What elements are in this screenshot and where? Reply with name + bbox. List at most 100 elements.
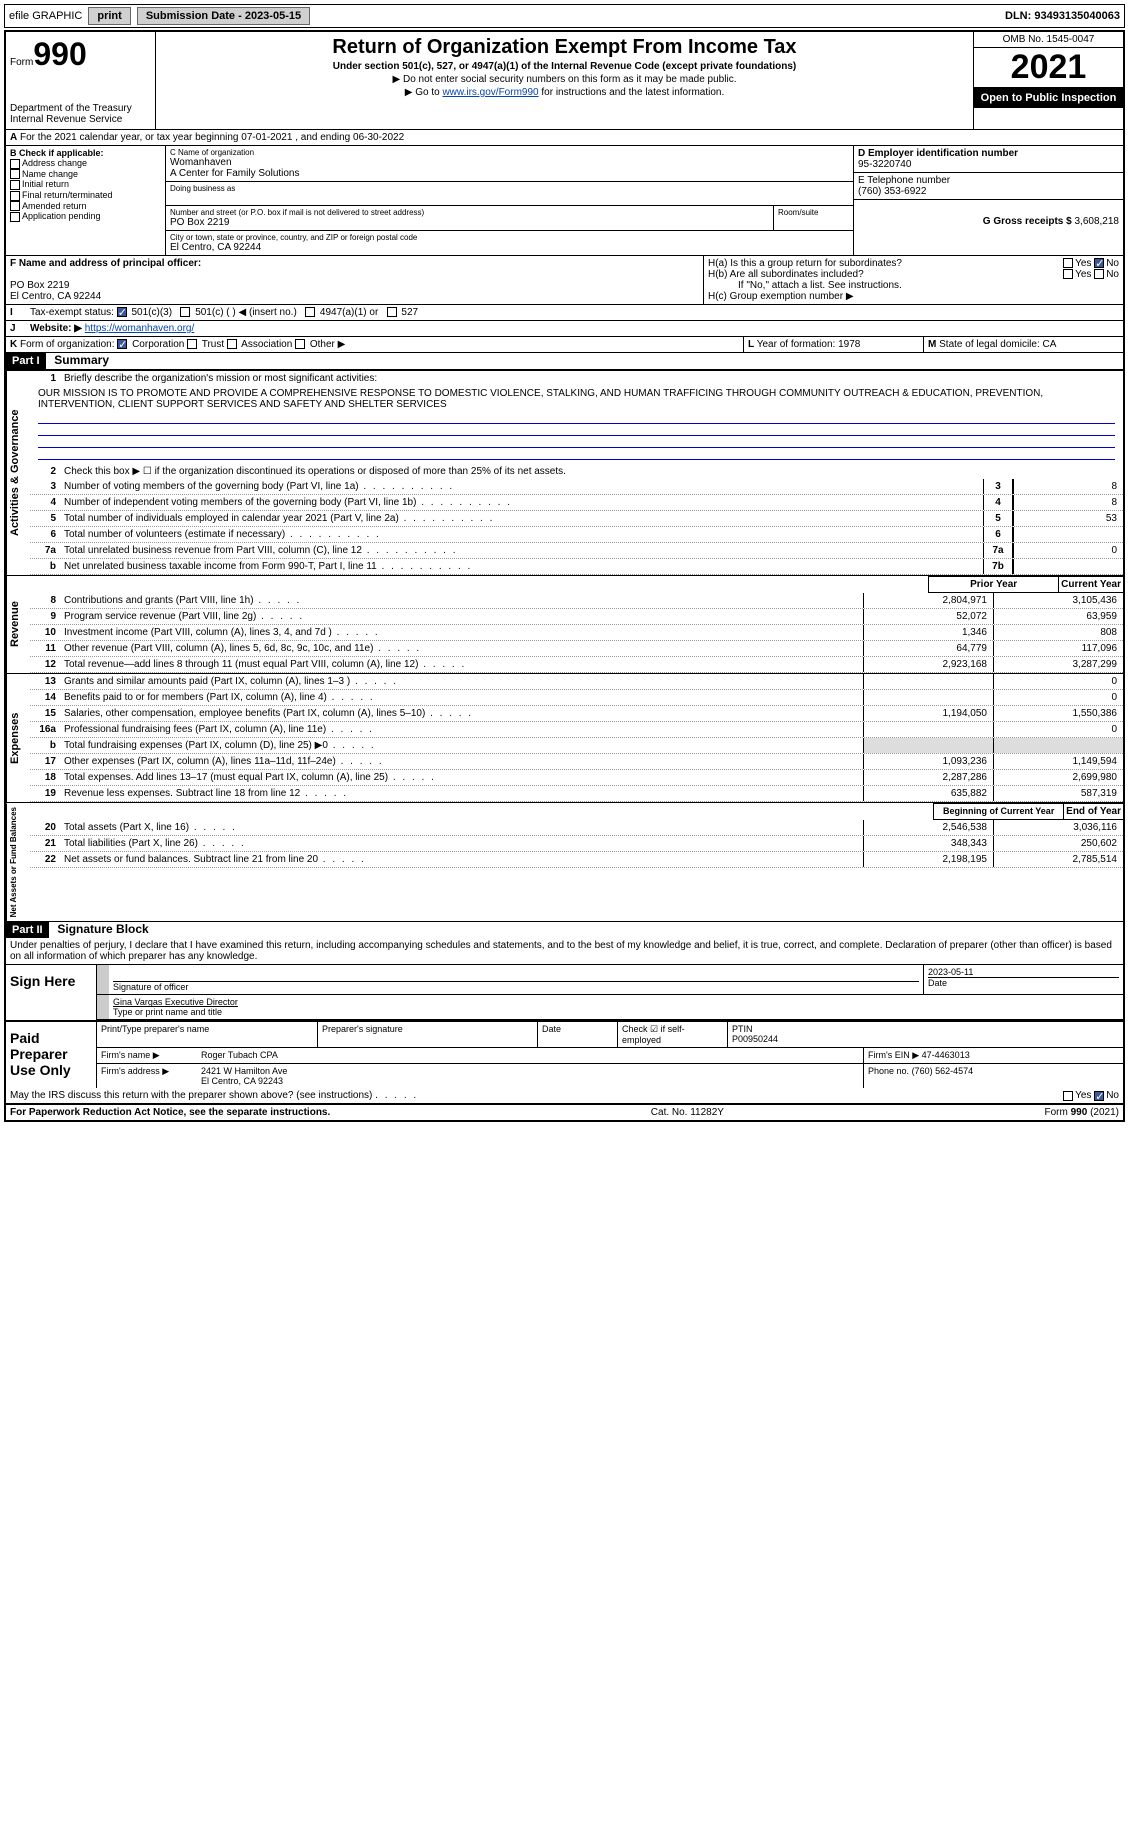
c-name-label: C Name of organization: [170, 148, 849, 157]
irs-link[interactable]: www.irs.gov/Form990: [442, 87, 538, 98]
col-b: B Check if applicable: Address change Na…: [6, 146, 166, 255]
chk-assoc[interactable]: [227, 339, 237, 349]
ein: 95-3220740: [858, 159, 911, 170]
group-activities: Activities & Governance 1 Briefly descri…: [6, 370, 1123, 575]
chk-name-change[interactable]: [10, 169, 20, 179]
vlabel-na: Net Assets or Fund Balances: [6, 803, 30, 921]
pt-name-label: Print/Type preparer's name: [97, 1022, 317, 1047]
firm-name-label: Firm's name ▶: [97, 1048, 197, 1063]
footer-right: Form 990 (2021): [1045, 1107, 1119, 1118]
summary-line: 14Benefits paid to or for members (Part …: [30, 690, 1123, 706]
summary-line: 10Investment income (Part VIII, column (…: [30, 625, 1123, 641]
may-yes[interactable]: [1063, 1091, 1073, 1101]
summary-line: 7aTotal unrelated business revenue from …: [30, 543, 1123, 559]
g-label: G Gross receipts $: [983, 216, 1072, 227]
q2-text: Check this box ▶ ☐ if the organization d…: [60, 464, 1123, 479]
chk-4947[interactable]: [305, 307, 315, 317]
summary-line: bTotal fundraising expenses (Part IX, co…: [30, 738, 1123, 754]
group-expenses: Expenses 13Grants and similar amounts pa…: [6, 673, 1123, 802]
sig-date: 2023-05-11: [928, 967, 1119, 977]
form-note1: ▶ Do not enter social security numbers o…: [160, 74, 969, 85]
dba-label: Doing business as: [170, 184, 849, 193]
firm-addr1: 2421 W Hamilton Ave: [201, 1066, 287, 1076]
summary-line: 22Net assets or fund balances. Subtract …: [30, 852, 1123, 868]
col-curr: Current Year: [1058, 576, 1123, 593]
summary-line: 5Total number of individuals employed in…: [30, 511, 1123, 527]
chk-other[interactable]: [295, 339, 305, 349]
summary-line: 21Total liabilities (Part X, line 26)348…: [30, 836, 1123, 852]
f-line1: PO Box 2219: [10, 280, 69, 291]
dln-label: DLN: 93493135040063: [1005, 10, 1120, 22]
may-discuss-row: May the IRS discuss this return with the…: [6, 1088, 1123, 1104]
firm-addr-label: Firm's address ▶: [97, 1064, 197, 1088]
may-no[interactable]: [1094, 1091, 1104, 1101]
summary-line: 20Total assets (Part X, line 16)2,546,53…: [30, 820, 1123, 836]
firm-ein: 47-4463013: [922, 1050, 970, 1060]
section-j: J Website: ▶ https://womanhaven.org/: [6, 321, 1123, 337]
paid-preparer-label: Paid Preparer Use Only: [6, 1022, 96, 1088]
state-domicile: CA: [1043, 339, 1057, 350]
org-name2: A Center for Family Solutions: [170, 168, 849, 179]
chk-501c[interactable]: [180, 307, 190, 317]
part2-header: Part II Signature Block: [6, 921, 1123, 938]
hb-no[interactable]: [1094, 269, 1104, 279]
sig-name: Gina Vargas Executive Director: [113, 997, 1119, 1007]
ha-yes[interactable]: [1063, 258, 1073, 268]
section-fh: F Name and address of principal officer:…: [6, 256, 1123, 305]
vlabel-ag: Activities & Governance: [6, 371, 30, 575]
sig-name-label: Type or print name and title: [113, 1007, 1119, 1017]
summary-line: 3Number of voting members of the governi…: [30, 479, 1123, 495]
chk-final-return[interactable]: [10, 191, 20, 201]
efile-label: efile GRAPHIC: [9, 10, 82, 22]
mission-text: OUR MISSION IS TO PROMOTE AND PROVIDE A …: [30, 386, 1123, 412]
chk-initial-return[interactable]: [10, 180, 20, 190]
summary-line: 16aProfessional fundraising fees (Part I…: [30, 722, 1123, 738]
irs-label: Internal Revenue Service: [10, 114, 151, 125]
print-button[interactable]: print: [88, 7, 130, 25]
city-label: City or town, state or province, country…: [170, 233, 849, 242]
pt-check-label: Check ☑ if self-employed: [617, 1022, 727, 1047]
sig-officer-label: Signature of officer: [113, 981, 919, 992]
summary-line: 8Contributions and grants (Part VIII, li…: [30, 593, 1123, 609]
hc-label: H(c) Group exemption number ▶: [708, 291, 1119, 302]
hb-yes[interactable]: [1063, 269, 1073, 279]
form-title: Return of Organization Exempt From Incom…: [160, 36, 969, 59]
room-label: Room/suite: [778, 208, 849, 217]
f-line2: El Centro, CA 92244: [10, 291, 101, 302]
street: PO Box 2219: [170, 217, 769, 228]
chk-trust[interactable]: [187, 339, 197, 349]
ptin: P00950244: [732, 1034, 778, 1044]
phone: (760) 353-6922: [858, 186, 926, 197]
street-label: Number and street (or P.O. box if mail i…: [170, 208, 769, 217]
website-link[interactable]: https://womanhaven.org/: [85, 323, 195, 334]
form-subtitle: Under section 501(c), 527, or 4947(a)(1)…: [160, 61, 969, 72]
sign-here-label: Sign Here: [6, 965, 96, 1020]
firm-phone: (760) 562-4574: [912, 1066, 974, 1076]
hb-label: H(b) Are all subordinates included?: [708, 269, 864, 280]
part1-header: Part I Summary: [6, 353, 1123, 370]
ha-label: H(a) Is this a group return for subordin…: [708, 258, 902, 269]
f-label: F Name and address of principal officer:: [10, 258, 201, 269]
chk-527[interactable]: [387, 307, 397, 317]
footer-mid: Cat. No. 11282Y: [330, 1107, 1044, 1118]
pt-sig-label: Preparer's signature: [317, 1022, 537, 1047]
chk-corp[interactable]: [117, 339, 127, 349]
sign-here-block: Sign Here Signature of officer 2023-05-1…: [6, 965, 1123, 1020]
chk-amended[interactable]: [10, 201, 20, 211]
gross-receipts: 3,608,218: [1075, 216, 1120, 227]
submission-date-button[interactable]: Submission Date - 2023-05-15: [137, 7, 310, 25]
form-header: Form990 Department of the Treasury Inter…: [6, 32, 1123, 130]
tax-year: 2021: [974, 48, 1123, 88]
q1-text: Briefly describe the organization's miss…: [60, 371, 1123, 386]
firm-addr2: El Centro, CA 92243: [201, 1076, 283, 1086]
ha-no[interactable]: [1094, 258, 1104, 268]
summary-line: 4Number of independent voting members of…: [30, 495, 1123, 511]
section-bcdefg: B Check if applicable: Address change Na…: [6, 146, 1123, 256]
chk-address-change[interactable]: [10, 159, 20, 169]
vlabel-rev: Revenue: [6, 576, 30, 673]
chk-501c3[interactable]: [117, 307, 127, 317]
col-prior: Prior Year: [928, 576, 1058, 593]
city: El Centro, CA 92244: [170, 242, 849, 253]
section-i: I Tax-exempt status: 501(c)(3) 501(c) ( …: [6, 305, 1123, 321]
chk-app-pending[interactable]: [10, 212, 20, 222]
